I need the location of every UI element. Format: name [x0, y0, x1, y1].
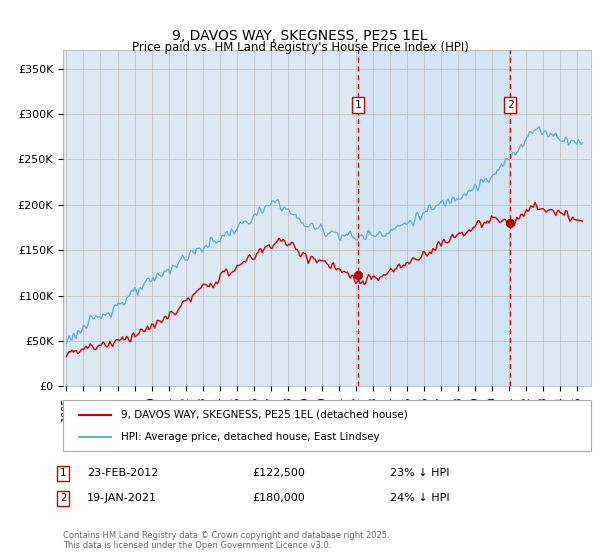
- Text: 9, DAVOS WAY, SKEGNESS, PE25 1EL: 9, DAVOS WAY, SKEGNESS, PE25 1EL: [172, 29, 428, 44]
- Text: 23-FEB-2012: 23-FEB-2012: [87, 468, 158, 478]
- Text: Contains HM Land Registry data © Crown copyright and database right 2025.
This d: Contains HM Land Registry data © Crown c…: [63, 530, 389, 550]
- FancyBboxPatch shape: [63, 400, 591, 451]
- Text: £180,000: £180,000: [252, 493, 305, 503]
- Text: Price paid vs. HM Land Registry's House Price Index (HPI): Price paid vs. HM Land Registry's House …: [131, 41, 469, 54]
- Text: 19-JAN-2021: 19-JAN-2021: [87, 493, 157, 503]
- Text: 23% ↓ HPI: 23% ↓ HPI: [390, 468, 449, 478]
- Text: HPI: Average price, detached house, East Lindsey: HPI: Average price, detached house, East…: [121, 432, 380, 442]
- Bar: [358, 50, 510, 386]
- Text: 2: 2: [60, 493, 66, 503]
- Text: 1: 1: [355, 100, 362, 110]
- Text: £122,500: £122,500: [252, 468, 305, 478]
- Text: 2: 2: [507, 100, 514, 110]
- Text: 24% ↓ HPI: 24% ↓ HPI: [390, 493, 449, 503]
- Text: 1: 1: [60, 468, 66, 478]
- Text: 9, DAVOS WAY, SKEGNESS, PE25 1EL (detached house): 9, DAVOS WAY, SKEGNESS, PE25 1EL (detach…: [121, 409, 408, 419]
